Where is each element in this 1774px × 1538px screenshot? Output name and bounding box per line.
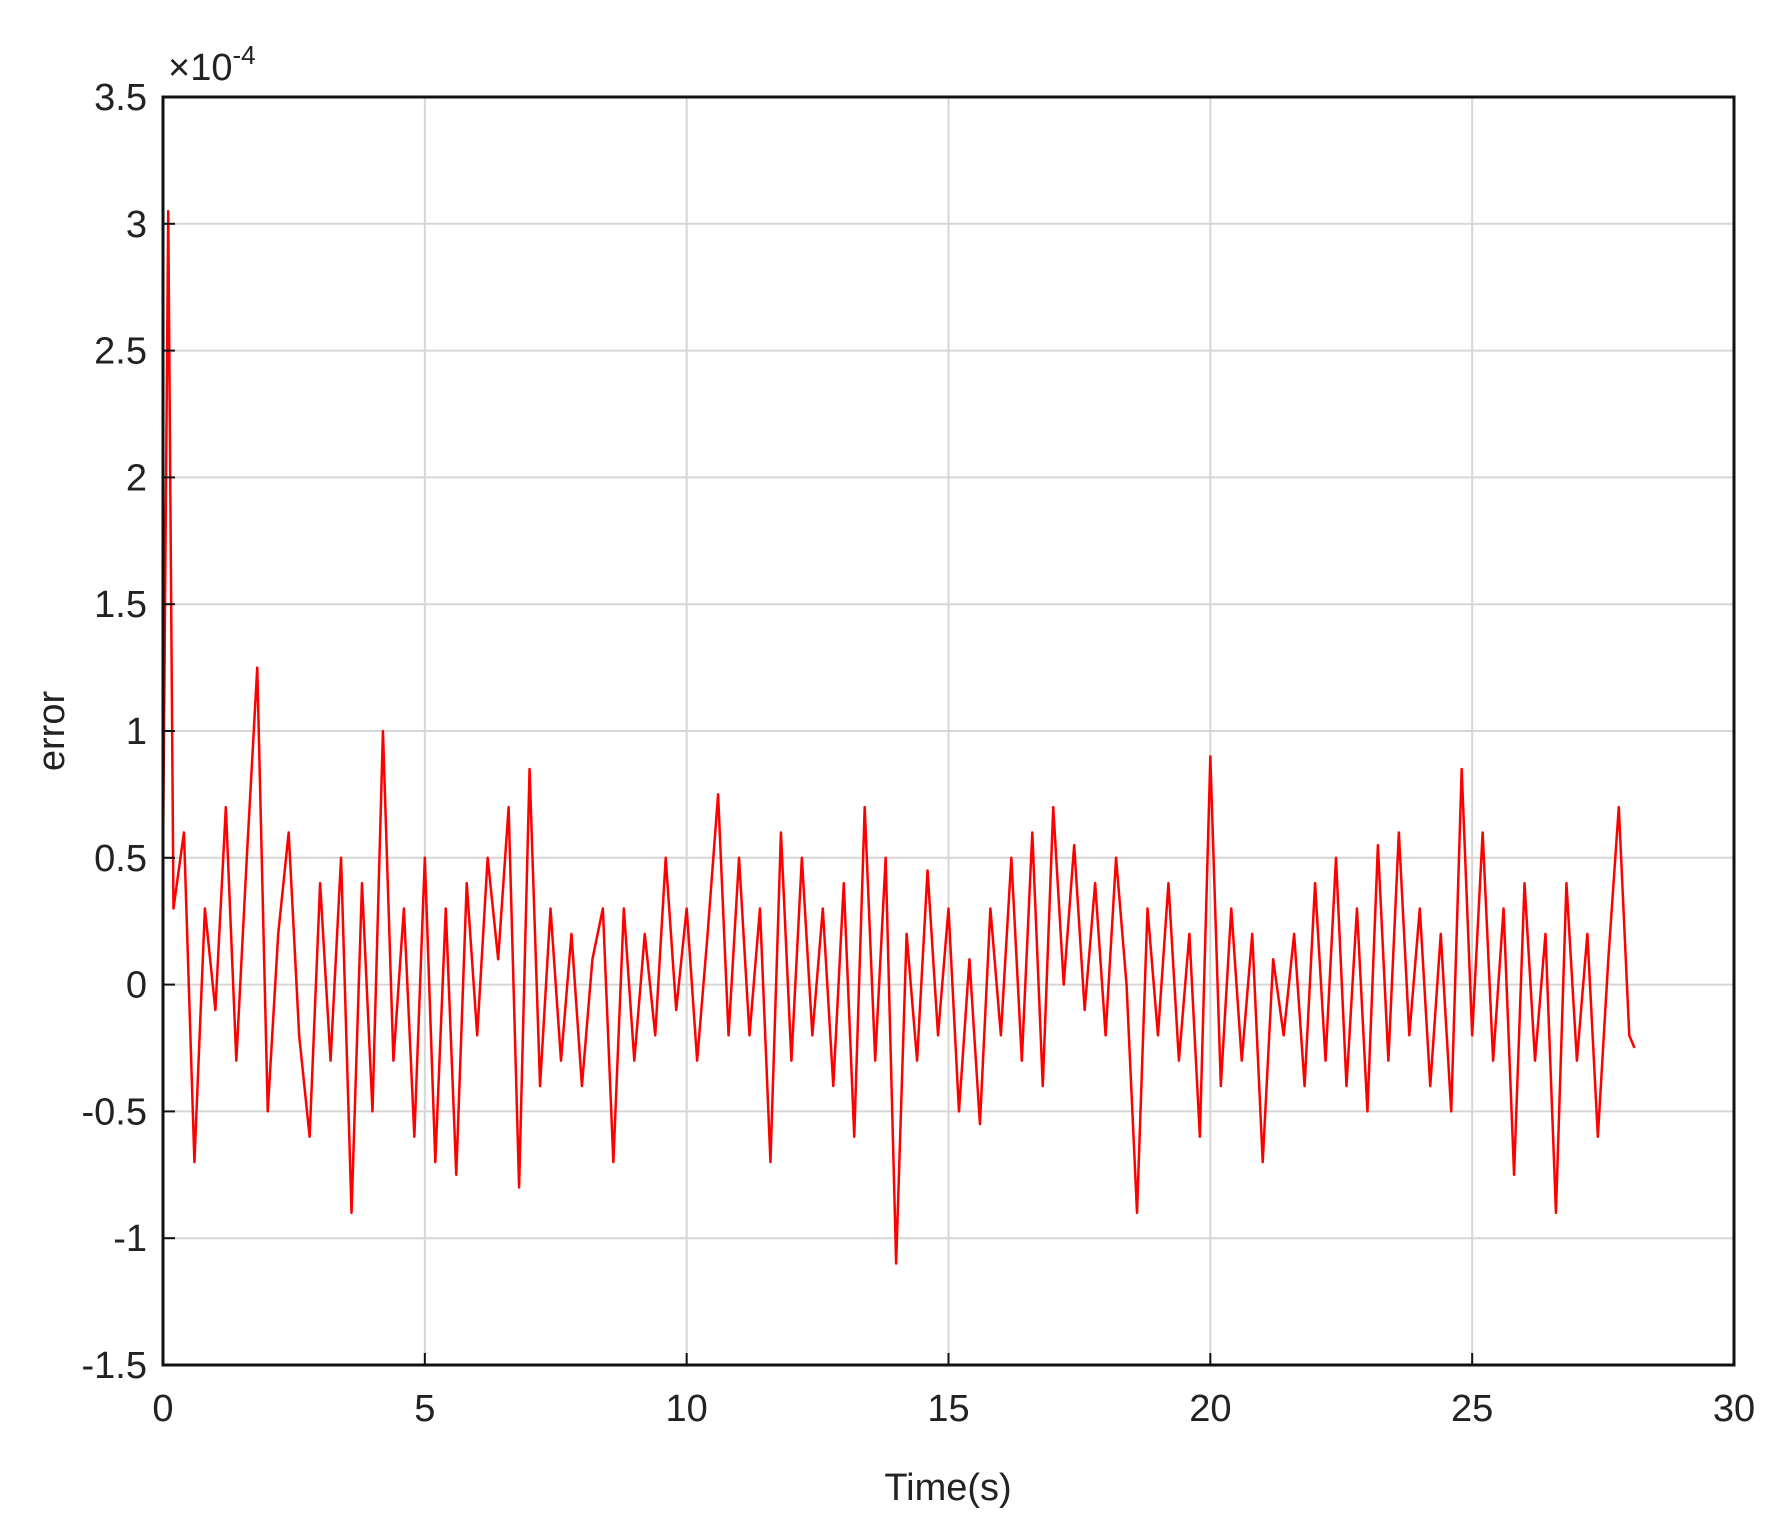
x-tick-label: 30	[1713, 1388, 1755, 1430]
y-tick-label: 0	[126, 965, 147, 1007]
line-series	[161, 209, 1636, 1265]
y-tick-label: 3	[126, 204, 147, 246]
x-tick-label: 20	[1189, 1388, 1231, 1430]
y-axis-label: error	[31, 691, 73, 772]
multiplier-exponent: -4	[232, 40, 255, 70]
y-tick-label: 2	[126, 457, 147, 499]
y-tick-label: 1	[126, 711, 147, 753]
y-tick-label: -1.5	[82, 1345, 147, 1387]
x-tick-label: 10	[666, 1388, 708, 1430]
y-tick-label: -0.5	[82, 1091, 147, 1133]
y-tick-label: 2.5	[94, 331, 147, 373]
y-tick-label: 3.5	[94, 77, 147, 119]
multiplier: ×10-4	[168, 40, 256, 89]
x-tick-label: 5	[414, 1388, 435, 1430]
y-tick-label: -1	[113, 1218, 147, 1260]
multiplier-base: ×10	[168, 47, 232, 89]
x-tick-label: 0	[152, 1388, 173, 1430]
x-tick-label: 15	[927, 1388, 969, 1430]
x-axis-label: Time(s)	[884, 1467, 1011, 1509]
plot-area	[161, 209, 1636, 1265]
y-tick-label: 1.5	[94, 584, 147, 626]
y-tick-label: 0.5	[94, 838, 147, 880]
x-tick-label: 25	[1451, 1388, 1493, 1430]
